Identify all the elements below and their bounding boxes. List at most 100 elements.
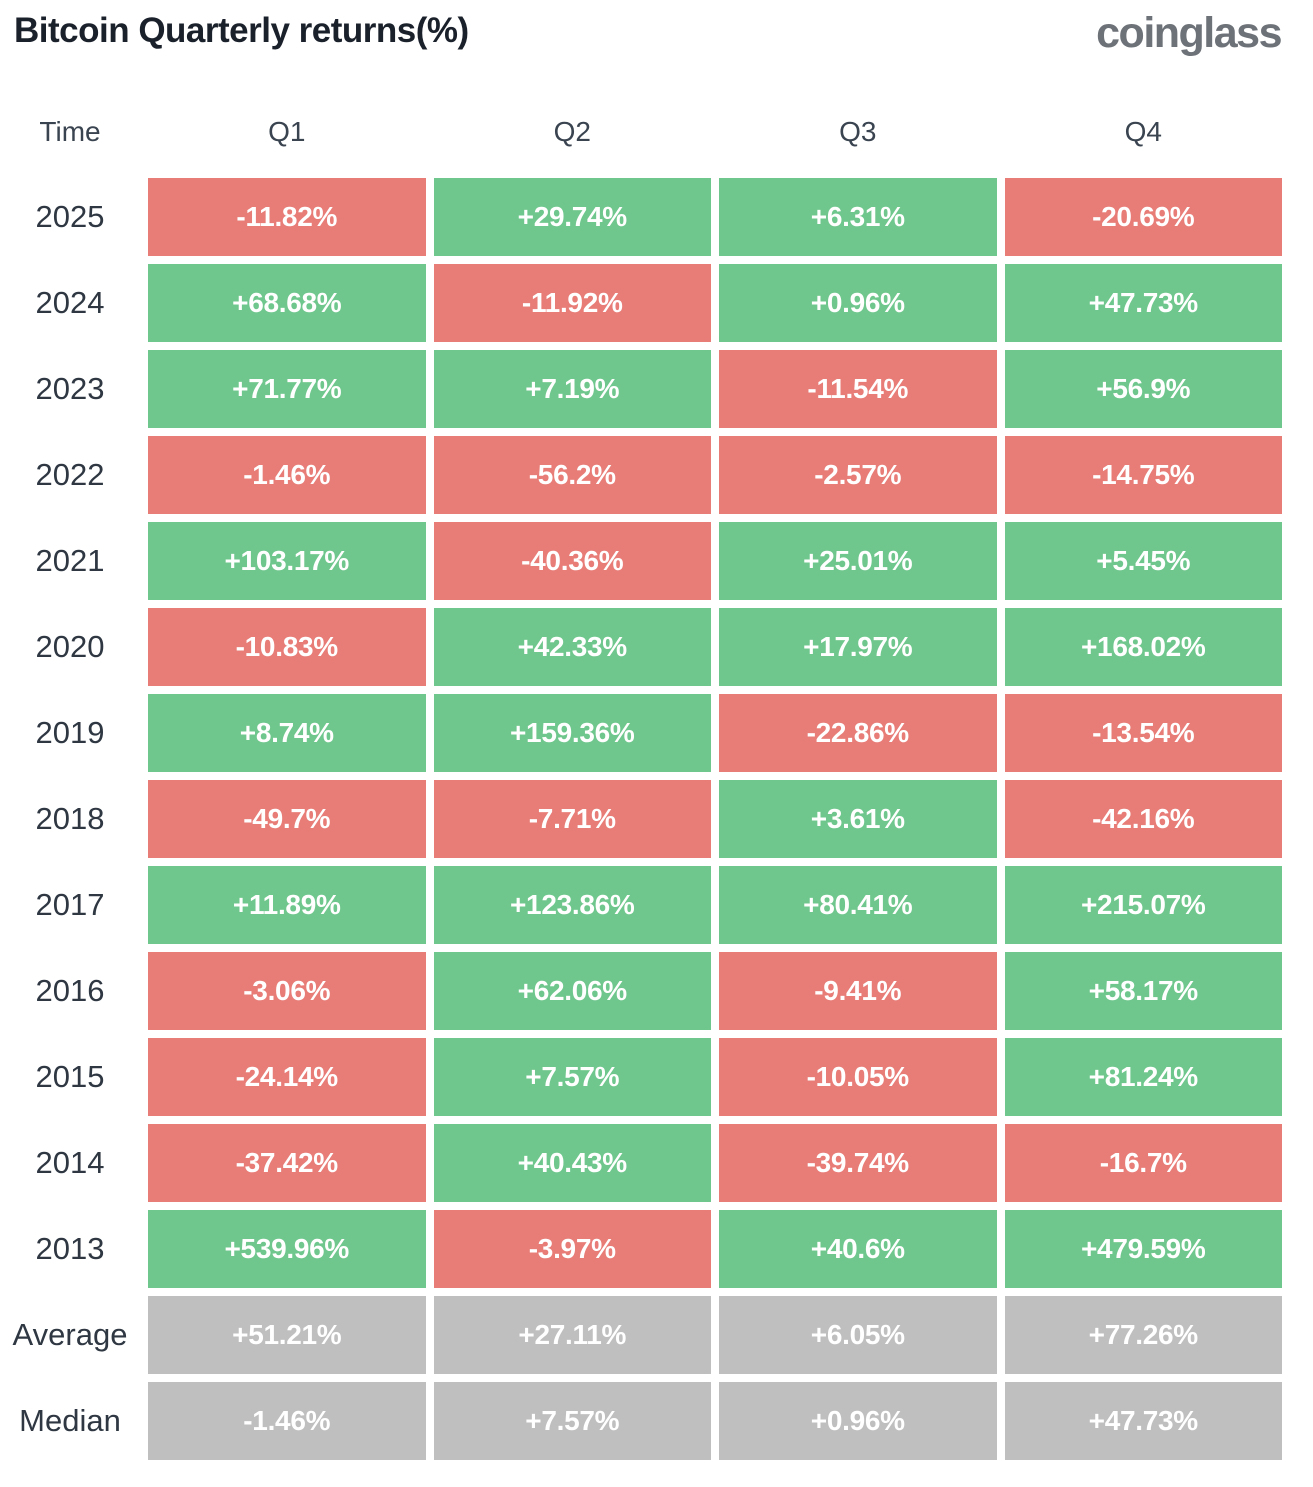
return-cell-q1: +11.89% bbox=[148, 866, 426, 944]
table-row: 2019 +8.74% +159.36% -22.86% -13.54% bbox=[0, 694, 1282, 772]
row-label: 2018 bbox=[35, 801, 105, 836]
table-row: 2022 -1.46% -56.2% -2.57% -14.75% bbox=[0, 436, 1282, 514]
return-cell-q2: +29.74% bbox=[433, 178, 711, 256]
row-label: 2016 bbox=[35, 973, 105, 1008]
return-cell-q3: -10.05% bbox=[719, 1038, 997, 1116]
table-row: 2020 -10.83% +42.33% +17.97% +168.02% bbox=[0, 608, 1282, 686]
column-header-q4: Q4 bbox=[1124, 116, 1162, 147]
return-cell-q3: +17.97% bbox=[719, 608, 997, 686]
table-body: 2025 -11.82% +29.74% +6.31% -20.69% 2024… bbox=[0, 178, 1313, 1460]
return-cell-q1: -1.46% bbox=[148, 436, 426, 514]
return-cell-q4: +58.17% bbox=[1004, 952, 1282, 1030]
column-header-q3: Q3 bbox=[839, 116, 877, 147]
return-cell-q4: +215.07% bbox=[1004, 866, 1282, 944]
return-cell-q4: -14.75% bbox=[1004, 436, 1282, 514]
table-row: 2024 +68.68% -11.92% +0.96% +47.73% bbox=[0, 264, 1282, 342]
return-cell-q3: +3.61% bbox=[719, 780, 997, 858]
return-cell-q1: -3.06% bbox=[148, 952, 426, 1030]
return-cell-q2: +159.36% bbox=[433, 694, 711, 772]
table-header-row: Time Q1 Q2 Q3 Q4 bbox=[0, 114, 1282, 150]
return-cell-q4: -16.7% bbox=[1004, 1124, 1282, 1202]
table-row: 2014 -37.42% +40.43% -39.74% -16.7% bbox=[0, 1124, 1282, 1202]
row-label: 2024 bbox=[35, 285, 105, 320]
row-label: 2022 bbox=[35, 457, 105, 492]
return-cell-q4: -20.69% bbox=[1004, 178, 1282, 256]
return-cell-q3: +80.41% bbox=[719, 866, 997, 944]
column-header-time: Time bbox=[39, 116, 101, 147]
row-label: 2023 bbox=[35, 371, 105, 406]
return-cell-q2: +42.33% bbox=[433, 608, 711, 686]
return-cell-q2: -56.2% bbox=[433, 436, 711, 514]
return-cell-q3: +0.96% bbox=[719, 1382, 997, 1460]
return-cell-q1: +71.77% bbox=[148, 350, 426, 428]
table-row: 2023 +71.77% +7.19% -11.54% +56.9% bbox=[0, 350, 1282, 428]
row-label: 2025 bbox=[35, 199, 105, 234]
return-cell-q3: -2.57% bbox=[719, 436, 997, 514]
return-cell-q2: -40.36% bbox=[433, 522, 711, 600]
coinglass-logo: coinglass bbox=[1096, 9, 1282, 57]
return-cell-q1: +103.17% bbox=[148, 522, 426, 600]
return-cell-q3: +6.05% bbox=[719, 1296, 997, 1374]
return-cell-q4: -42.16% bbox=[1004, 780, 1282, 858]
table-row: 2015 -24.14% +7.57% -10.05% +81.24% bbox=[0, 1038, 1282, 1116]
return-cell-q2: -7.71% bbox=[433, 780, 711, 858]
return-cell-q1: +539.96% bbox=[148, 1210, 426, 1288]
page-title: Bitcoin Quarterly returns(%) bbox=[14, 11, 469, 50]
return-cell-q2: +27.11% bbox=[433, 1296, 711, 1374]
return-cell-q3: +40.6% bbox=[719, 1210, 997, 1288]
return-cell-q2: -11.92% bbox=[433, 264, 711, 342]
table-row: 2021 +103.17% -40.36% +25.01% +5.45% bbox=[0, 522, 1282, 600]
return-cell-q1: +51.21% bbox=[148, 1296, 426, 1374]
column-header-q2: Q2 bbox=[553, 116, 591, 147]
return-cell-q1: -37.42% bbox=[148, 1124, 426, 1202]
return-cell-q2: +7.19% bbox=[433, 350, 711, 428]
table-row: 2017 +11.89% +123.86% +80.41% +215.07% bbox=[0, 866, 1282, 944]
table-row: 2018 -49.7% -7.71% +3.61% -42.16% bbox=[0, 780, 1282, 858]
table-row: 2016 -3.06% +62.06% -9.41% +58.17% bbox=[0, 952, 1282, 1030]
table-row: Median -1.46% +7.57% +0.96% +47.73% bbox=[0, 1382, 1282, 1460]
return-cell-q4: +479.59% bbox=[1004, 1210, 1282, 1288]
return-cell-q1: -11.82% bbox=[148, 178, 426, 256]
return-cell-q3: -22.86% bbox=[719, 694, 997, 772]
table-row: 2025 -11.82% +29.74% +6.31% -20.69% bbox=[0, 178, 1282, 256]
row-label: 2020 bbox=[35, 629, 105, 664]
row-label: 2014 bbox=[35, 1145, 105, 1180]
return-cell-q3: +6.31% bbox=[719, 178, 997, 256]
return-cell-q4: +81.24% bbox=[1004, 1038, 1282, 1116]
return-cell-q3: +0.96% bbox=[719, 264, 997, 342]
return-cell-q2: +7.57% bbox=[433, 1038, 711, 1116]
table-row: Average +51.21% +27.11% +6.05% +77.26% bbox=[0, 1296, 1282, 1374]
return-cell-q4: +56.9% bbox=[1004, 350, 1282, 428]
row-label: 2017 bbox=[35, 887, 105, 922]
return-cell-q3: +25.01% bbox=[719, 522, 997, 600]
return-cell-q3: -39.74% bbox=[719, 1124, 997, 1202]
return-cell-q4: +47.73% bbox=[1004, 264, 1282, 342]
return-cell-q2: -3.97% bbox=[433, 1210, 711, 1288]
return-cell-q2: +40.43% bbox=[433, 1124, 711, 1202]
return-cell-q3: -9.41% bbox=[719, 952, 997, 1030]
return-cell-q1: +8.74% bbox=[148, 694, 426, 772]
return-cell-q2: +7.57% bbox=[433, 1382, 711, 1460]
column-header-q1: Q1 bbox=[268, 116, 306, 147]
row-label: 2021 bbox=[35, 543, 105, 578]
return-cell-q1: -24.14% bbox=[148, 1038, 426, 1116]
row-label: 2019 bbox=[35, 715, 105, 750]
return-cell-q1: -10.83% bbox=[148, 608, 426, 686]
return-cell-q4: -13.54% bbox=[1004, 694, 1282, 772]
return-cell-q4: +168.02% bbox=[1004, 608, 1282, 686]
return-cell-q1: -1.46% bbox=[148, 1382, 426, 1460]
return-cell-q4: +5.45% bbox=[1004, 522, 1282, 600]
return-cell-q2: +123.86% bbox=[433, 866, 711, 944]
row-label: Average bbox=[12, 1317, 128, 1352]
header-bar: Bitcoin Quarterly returns(%) coinglass bbox=[0, 0, 1313, 62]
return-cell-q1: -49.7% bbox=[148, 780, 426, 858]
table-row: 2013 +539.96% -3.97% +40.6% +479.59% bbox=[0, 1210, 1282, 1288]
row-label: 2013 bbox=[35, 1231, 105, 1266]
return-cell-q1: +68.68% bbox=[148, 264, 426, 342]
return-cell-q2: +62.06% bbox=[433, 952, 711, 1030]
return-cell-q4: +47.73% bbox=[1004, 1382, 1282, 1460]
row-label: 2015 bbox=[35, 1059, 105, 1094]
return-cell-q4: +77.26% bbox=[1004, 1296, 1282, 1374]
return-cell-q3: -11.54% bbox=[719, 350, 997, 428]
